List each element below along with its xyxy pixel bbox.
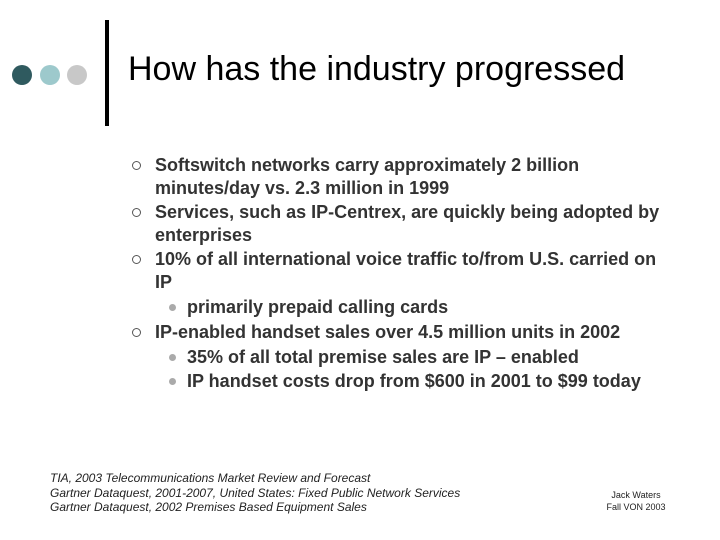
slide-title: How has the industry progressed (128, 50, 626, 88)
sub-bullet-text: 35% of all total premise sales are IP – … (187, 347, 579, 367)
source-line: Gartner Dataquest, 2002 Premises Based E… (50, 500, 367, 514)
bullet-item: Softswitch networks carry approximately … (132, 154, 672, 200)
dot-bullet-icon (169, 304, 176, 311)
presenter-credit: Jack Waters Fall VON 2003 (596, 489, 676, 513)
bullet-text: Softswitch networks carry approximately … (155, 155, 580, 198)
bullet-item: IP-enabled handset sales over 4.5 millio… (132, 321, 672, 393)
sub-bullet-text: primarily prepaid calling cards (187, 297, 449, 317)
sub-bullet-list: 35% of all total premise sales are IP – … (155, 346, 672, 393)
bullet-text: IP-enabled handset sales over 4.5 millio… (155, 322, 621, 342)
source-line: Gartner Dataquest, 2001-2007, United Sta… (50, 485, 461, 500)
bullet-item: Services, such as IP-Centrex, are quickl… (132, 201, 672, 247)
ring-bullet-icon (132, 208, 141, 217)
event-name: Fall VON 2003 (606, 502, 666, 512)
sub-bullet-text: IP handset costs drop from $600 in 2001 … (187, 371, 641, 391)
ring-bullet-icon (132, 255, 141, 264)
dot-gray-icon (67, 65, 87, 85)
ring-bullet-icon (132, 328, 141, 337)
source-line: TIA, 2003 Telecommunications Market Revi… (50, 471, 371, 485)
dot-bullet-icon (169, 354, 176, 361)
dot-bullet-icon (169, 378, 176, 385)
sub-bullet-item: IP handset costs drop from $600 in 2001 … (155, 370, 672, 393)
ring-bullet-icon (132, 161, 141, 170)
presenter-name: Jack Waters (611, 490, 661, 500)
dot-teal-icon (40, 65, 60, 85)
source-citations: TIA, 2003 Telecommunications Market Revi… (50, 471, 460, 515)
bullet-text: 10% of all international voice traffic t… (155, 249, 657, 292)
bullet-item: 10% of all international voice traffic t… (132, 248, 672, 319)
sub-bullet-item: primarily prepaid calling cards (155, 296, 672, 319)
title-divider (105, 20, 109, 126)
sub-bullet-list: primarily prepaid calling cards (155, 296, 672, 319)
sub-bullet-item: 35% of all total premise sales are IP – … (155, 346, 672, 369)
bullet-list: Softswitch networks carry approximately … (132, 154, 672, 395)
dot-dark-icon (12, 65, 32, 85)
bullet-text: Services, such as IP-Centrex, are quickl… (155, 202, 660, 245)
